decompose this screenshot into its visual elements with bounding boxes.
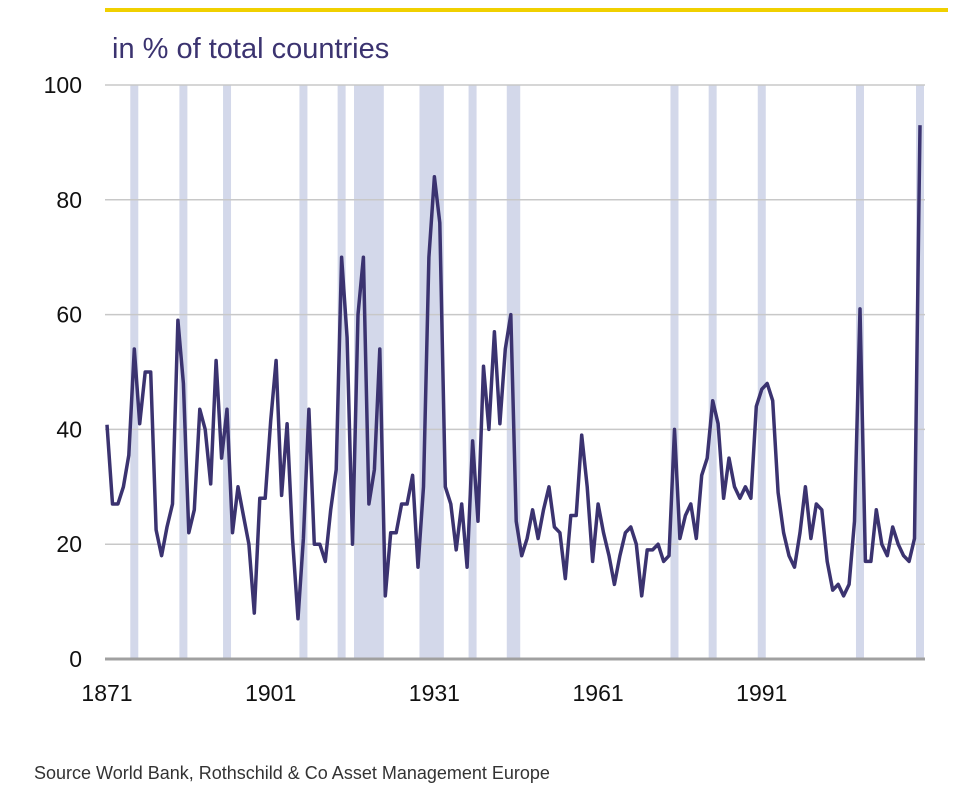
- recession-band: [337, 85, 346, 659]
- x-tick-label: 1961: [572, 680, 623, 706]
- x-tick-label: 1901: [245, 680, 296, 706]
- chart-title: in % of total countries: [112, 33, 390, 65]
- accent-rule: [105, 8, 948, 12]
- y-tick-label: 0: [69, 646, 82, 672]
- recession-band: [299, 85, 308, 659]
- recession-band: [468, 85, 477, 659]
- y-tick-label: 20: [56, 531, 82, 557]
- recession-band: [670, 85, 679, 659]
- x-tick-label: 1991: [736, 680, 787, 706]
- recession-band: [708, 85, 717, 659]
- x-tick-label: 1931: [409, 680, 460, 706]
- y-tick-label: 40: [56, 416, 82, 442]
- y-tick-label: 100: [44, 72, 82, 98]
- recession-band: [757, 85, 766, 659]
- series-line: [105, 125, 922, 621]
- source-note: Source World Bank, Rothschild & Co Asset…: [34, 763, 550, 783]
- recession-band: [916, 85, 924, 659]
- recession-band: [419, 85, 444, 659]
- y-tick-label: 60: [56, 302, 82, 328]
- x-tick-label: 1871: [81, 680, 132, 706]
- y-tick-label: 80: [56, 187, 82, 213]
- recession-band: [223, 85, 232, 659]
